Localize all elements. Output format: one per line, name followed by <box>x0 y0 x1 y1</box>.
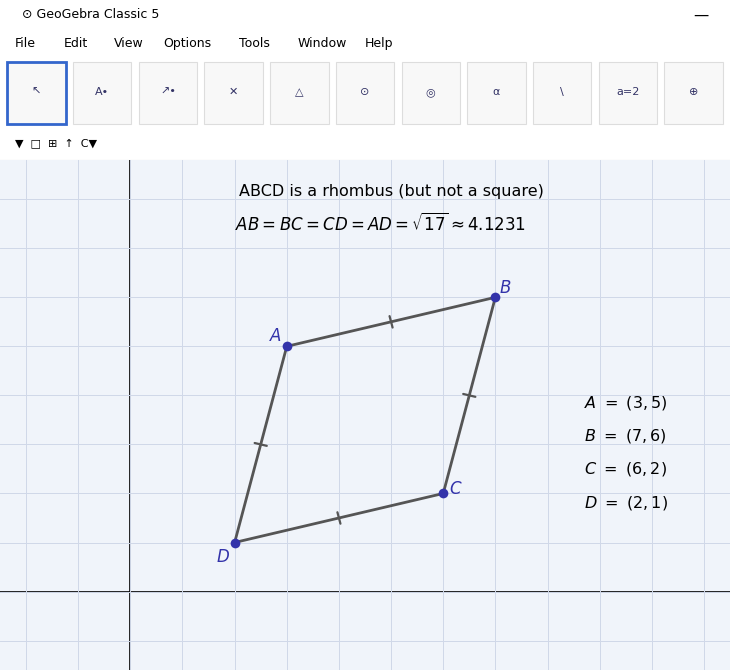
FancyBboxPatch shape <box>533 62 591 123</box>
Text: ✕: ✕ <box>229 87 238 97</box>
Text: B: B <box>499 279 510 297</box>
Text: A•: A• <box>95 87 110 97</box>
FancyBboxPatch shape <box>467 62 526 123</box>
Text: D: D <box>217 548 229 566</box>
Text: Options: Options <box>164 37 212 50</box>
FancyBboxPatch shape <box>139 62 197 123</box>
Text: ABCD is a rhombus (but not a square): ABCD is a rhombus (but not a square) <box>239 184 544 200</box>
Text: Window: Window <box>298 37 347 50</box>
Text: \: \ <box>560 87 564 97</box>
Text: ⊙: ⊙ <box>361 87 369 97</box>
Text: $B\ =\ (7,6)$: $B\ =\ (7,6)$ <box>584 427 666 445</box>
Text: a=2: a=2 <box>616 87 639 97</box>
Text: ▼  □  ⊞  ↑  C▼: ▼ □ ⊞ ↑ C▼ <box>15 139 96 149</box>
Text: $AB = BC = CD = AD = \sqrt{17} \approx 4.1231$: $AB = BC = CD = AD = \sqrt{17} \approx 4… <box>235 212 526 234</box>
Text: α: α <box>493 87 500 97</box>
FancyBboxPatch shape <box>270 62 329 123</box>
Text: File: File <box>15 37 36 50</box>
Text: ↖: ↖ <box>32 87 41 97</box>
Text: Edit: Edit <box>64 37 88 50</box>
FancyBboxPatch shape <box>73 62 131 123</box>
Text: —: — <box>693 7 708 23</box>
Text: Tools: Tools <box>239 37 270 50</box>
FancyBboxPatch shape <box>599 62 657 123</box>
Text: ◎: ◎ <box>426 87 436 97</box>
Text: C: C <box>449 480 461 498</box>
FancyBboxPatch shape <box>336 62 394 123</box>
FancyBboxPatch shape <box>204 62 263 123</box>
Text: ⊕: ⊕ <box>689 87 698 97</box>
Text: ⊙ GeoGebra Classic 5: ⊙ GeoGebra Classic 5 <box>22 9 159 21</box>
Text: $C\ =\ (6,2)$: $C\ =\ (6,2)$ <box>584 460 667 478</box>
Text: Help: Help <box>365 37 393 50</box>
FancyBboxPatch shape <box>664 62 723 123</box>
Text: View: View <box>114 37 144 50</box>
FancyBboxPatch shape <box>402 62 460 123</box>
Text: ↗•: ↗• <box>160 87 176 97</box>
Text: $A\ =\ (3,5)$: $A\ =\ (3,5)$ <box>584 394 667 412</box>
Text: $D\ =\ (2,1)$: $D\ =\ (2,1)$ <box>584 494 668 512</box>
Text: △: △ <box>295 87 304 97</box>
FancyBboxPatch shape <box>7 62 66 123</box>
Text: A: A <box>269 326 281 344</box>
